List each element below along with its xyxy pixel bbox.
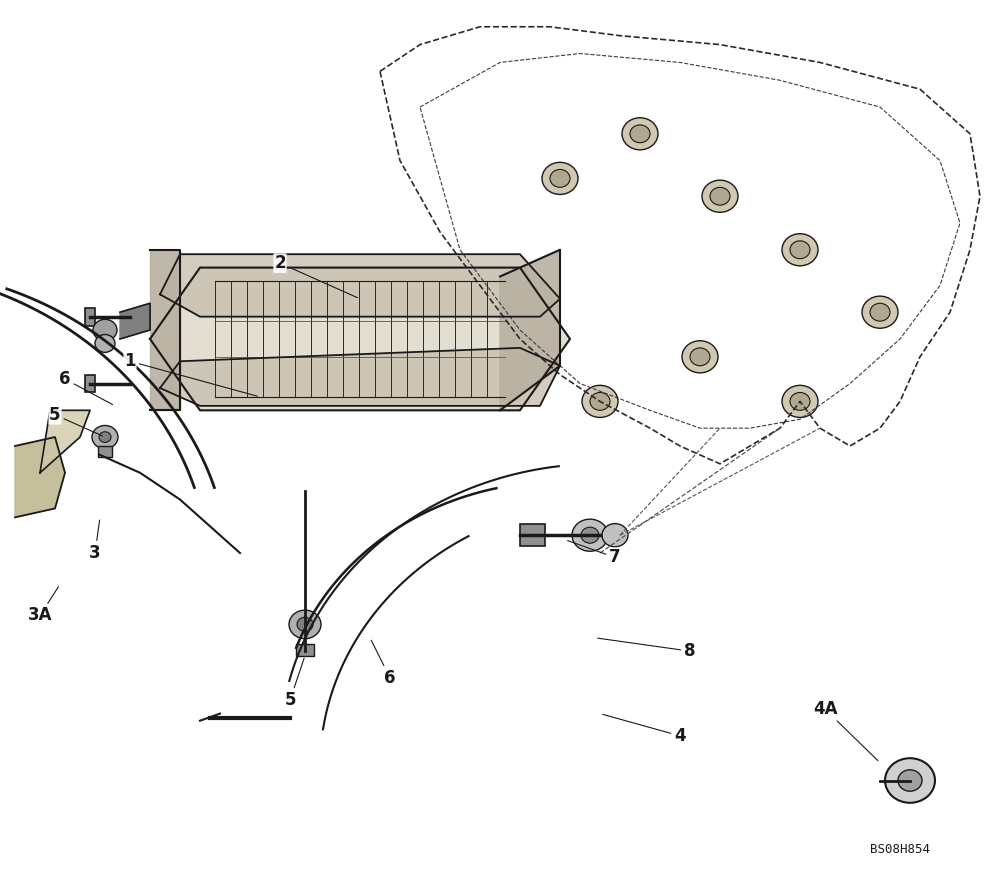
Text: 2: 2 <box>274 254 357 298</box>
Circle shape <box>782 234 818 266</box>
Text: 5: 5 <box>284 658 304 709</box>
Circle shape <box>99 432 111 442</box>
Circle shape <box>297 617 313 632</box>
Circle shape <box>622 118 658 150</box>
Polygon shape <box>520 524 545 546</box>
Circle shape <box>682 341 718 373</box>
Circle shape <box>289 610 321 639</box>
Polygon shape <box>120 303 150 339</box>
Circle shape <box>898 770 922 791</box>
Polygon shape <box>85 308 95 326</box>
Circle shape <box>870 303 890 321</box>
Text: 6: 6 <box>371 640 396 687</box>
Text: 5: 5 <box>49 406 102 436</box>
Polygon shape <box>296 644 314 656</box>
Circle shape <box>790 241 810 259</box>
Circle shape <box>602 524 628 547</box>
Text: 3: 3 <box>89 520 101 562</box>
Polygon shape <box>150 268 570 410</box>
Text: 7: 7 <box>568 541 621 566</box>
Polygon shape <box>40 410 90 473</box>
Text: 4: 4 <box>603 714 686 745</box>
Polygon shape <box>98 446 112 457</box>
Text: 6: 6 <box>59 370 113 405</box>
Circle shape <box>885 758 935 803</box>
Text: BS08H854: BS08H854 <box>870 843 930 856</box>
Circle shape <box>630 125 650 143</box>
Text: 1: 1 <box>124 352 257 396</box>
Circle shape <box>572 519 608 551</box>
Circle shape <box>862 296 898 328</box>
Circle shape <box>690 348 710 366</box>
Polygon shape <box>15 437 65 517</box>
Polygon shape <box>160 254 560 317</box>
Circle shape <box>95 334 115 352</box>
Circle shape <box>590 392 610 410</box>
Polygon shape <box>85 375 95 392</box>
Circle shape <box>582 385 618 417</box>
Circle shape <box>581 527 599 543</box>
Polygon shape <box>150 250 180 410</box>
Circle shape <box>710 187 730 205</box>
Circle shape <box>92 425 118 449</box>
Circle shape <box>542 162 578 194</box>
Circle shape <box>782 385 818 417</box>
Text: 4A: 4A <box>813 700 878 761</box>
Circle shape <box>93 319 117 341</box>
Text: 3A: 3A <box>28 587 59 624</box>
Circle shape <box>550 169 570 187</box>
Circle shape <box>702 180 738 212</box>
Polygon shape <box>160 348 560 406</box>
Circle shape <box>790 392 810 410</box>
Text: 8: 8 <box>598 638 696 660</box>
Polygon shape <box>500 250 560 410</box>
